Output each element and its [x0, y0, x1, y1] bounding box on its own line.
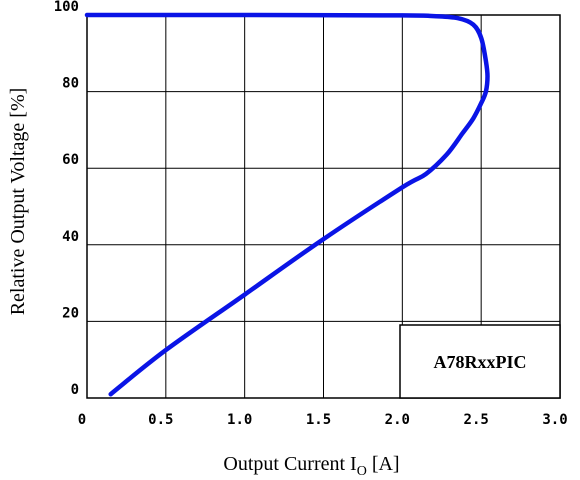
- y-tick-label: 40: [62, 229, 79, 245]
- x-tick-label: 3.0: [542, 412, 567, 428]
- x-tick-label: 0.5: [148, 412, 173, 428]
- x-tick-label: 2.5: [464, 412, 489, 428]
- x-axis-title: Output Current IO [A]: [223, 453, 399, 479]
- x-tick-label: 2.0: [385, 412, 410, 428]
- x-tick-label: 0: [78, 412, 86, 428]
- y-tick-label: 60: [62, 152, 79, 168]
- model-label-box: [399, 324, 561, 399]
- series-line: [84, 12, 490, 397]
- x-axis-title-main: Output Current I: [223, 453, 356, 475]
- grid-lines: [87, 15, 560, 398]
- y-axis-title: Relative Output Voltage [%]: [7, 88, 29, 316]
- x-tick-label: 1.0: [227, 412, 252, 428]
- x-axis-title-subscript: O: [357, 464, 367, 479]
- y-tick-label: 100: [54, 0, 79, 15]
- y-tick-label: 80: [62, 76, 79, 92]
- x-axis-title-unit: [A]: [367, 453, 400, 475]
- y-tick-label: 0: [71, 382, 79, 398]
- x-tick-label: 1.5: [306, 412, 331, 428]
- model-label: A78RxxPIC: [434, 352, 527, 372]
- y-tick-labels: 0 20 40 60 80 100: [54, 0, 79, 398]
- y-tick-label: 20: [62, 305, 79, 321]
- x-tick-labels: 0 0.5 1.0 1.5 2.0 2.5 3.0: [78, 412, 568, 428]
